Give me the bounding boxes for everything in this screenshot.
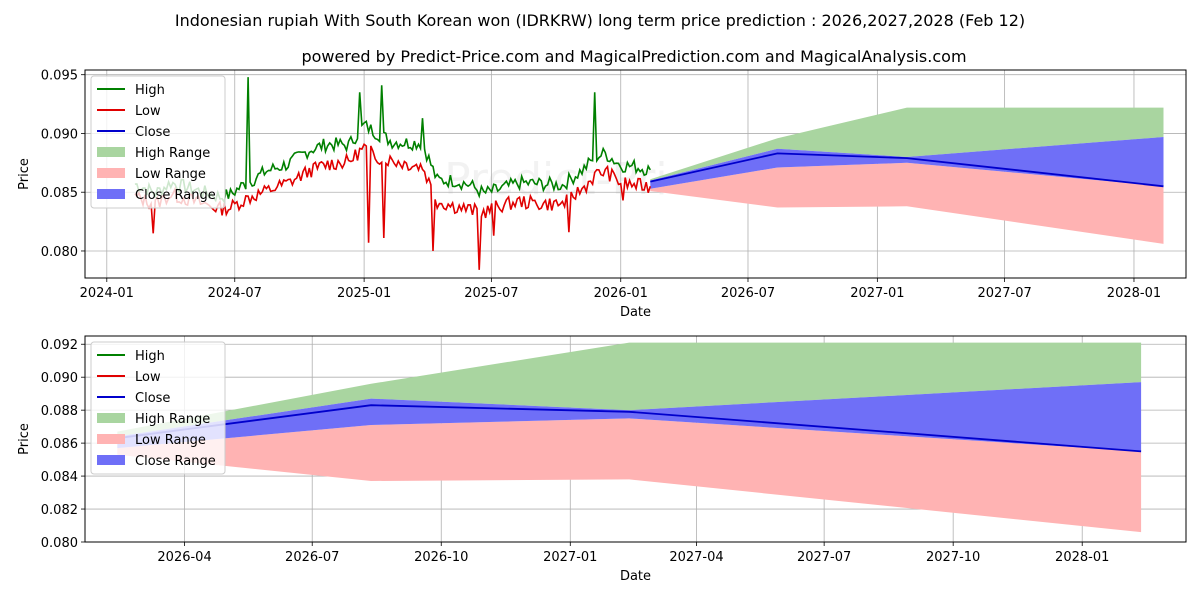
legend-label: Close (135, 391, 170, 406)
legend-label: Close Range (135, 188, 216, 203)
x-tick-label: 2027-07 (797, 550, 851, 565)
y-tick-label: 0.090 (41, 127, 78, 142)
x-axis-label: Date (620, 569, 651, 584)
x-tick-label: 2024-01 (80, 286, 134, 301)
high-range-area (650, 107, 1164, 181)
x-tick-label: 2027-10 (926, 550, 980, 565)
legend-swatch (97, 168, 125, 178)
x-tick-label: 2026-07 (721, 286, 775, 301)
legend-label: Low (135, 104, 161, 119)
legend-label: Close (135, 125, 170, 140)
x-tick-label: 2028-01 (1055, 550, 1109, 565)
x-tick-label: 2026-01 (594, 286, 648, 301)
bottom-panel: Predict-Price.com2026-042026-072026-1020… (17, 335, 1187, 584)
legend: High Low Close High Range Low Range Close Ran… (90, 75, 226, 209)
y-tick-label: 0.082 (41, 503, 78, 518)
legend-label: Low (135, 370, 161, 385)
x-tick-label: 2027-01 (543, 550, 597, 565)
plot-frame (84, 69, 1187, 279)
legend-label: Low Range (135, 167, 206, 182)
high-range-area (117, 342, 1142, 437)
legend-swatch (97, 413, 125, 423)
legend-label: Low Range (135, 433, 206, 448)
plot-frame (84, 335, 1187, 543)
x-tick-label: 2026-07 (285, 550, 339, 565)
legend: High Low Close High Range Low Range Close Ran… (90, 341, 226, 475)
low-range-area (650, 162, 1164, 244)
legend-swatch (97, 455, 125, 465)
x-tick-label: 2024-07 (208, 286, 262, 301)
y-tick-label: 0.080 (41, 536, 78, 551)
x-tick-label: 2025-01 (337, 286, 391, 301)
x-tick-label: 2027-07 (977, 286, 1031, 301)
legend-swatch (97, 189, 125, 199)
y-axis-label: Price (17, 423, 32, 455)
x-axis-label: Date (620, 305, 651, 320)
chart-title: Indonesian rupiah With South Korean won … (175, 11, 1025, 30)
legend-label: Close Range (135, 454, 216, 469)
legend-swatch (97, 147, 125, 157)
y-tick-label: 0.086 (41, 437, 78, 452)
y-tick-label: 0.088 (41, 404, 78, 419)
y-tick-label: 0.092 (41, 338, 78, 353)
close-line (650, 152, 1164, 188)
x-tick-label: 2027-04 (669, 550, 723, 565)
legend-label: High Range (135, 412, 210, 427)
low-range-area (117, 418, 1142, 533)
close-range-area (117, 382, 1142, 452)
y-tick-label: 0.090 (41, 371, 78, 386)
x-tick-label: 2027-01 (850, 286, 904, 301)
legend-label: High (135, 349, 165, 364)
close-line (117, 404, 1142, 453)
x-tick-label: 2026-10 (414, 550, 468, 565)
x-tick-label: 2028-01 (1107, 286, 1161, 301)
y-tick-label: 0.085 (41, 186, 78, 201)
chart-subtitle: powered by Predict-Price.com and Magical… (301, 47, 966, 66)
y-tick-label: 0.080 (41, 245, 78, 260)
y-tick-label: 0.084 (41, 470, 78, 485)
legend-label: High Range (135, 146, 210, 161)
y-tick-label: 0.095 (41, 69, 78, 84)
y-axis-label: Price (17, 158, 32, 190)
legend-label: High (135, 83, 165, 98)
legend-swatch (97, 434, 125, 444)
x-tick-label: 2026-04 (157, 550, 211, 565)
close-range-area (650, 137, 1164, 189)
x-tick-label: 2025-07 (464, 286, 518, 301)
